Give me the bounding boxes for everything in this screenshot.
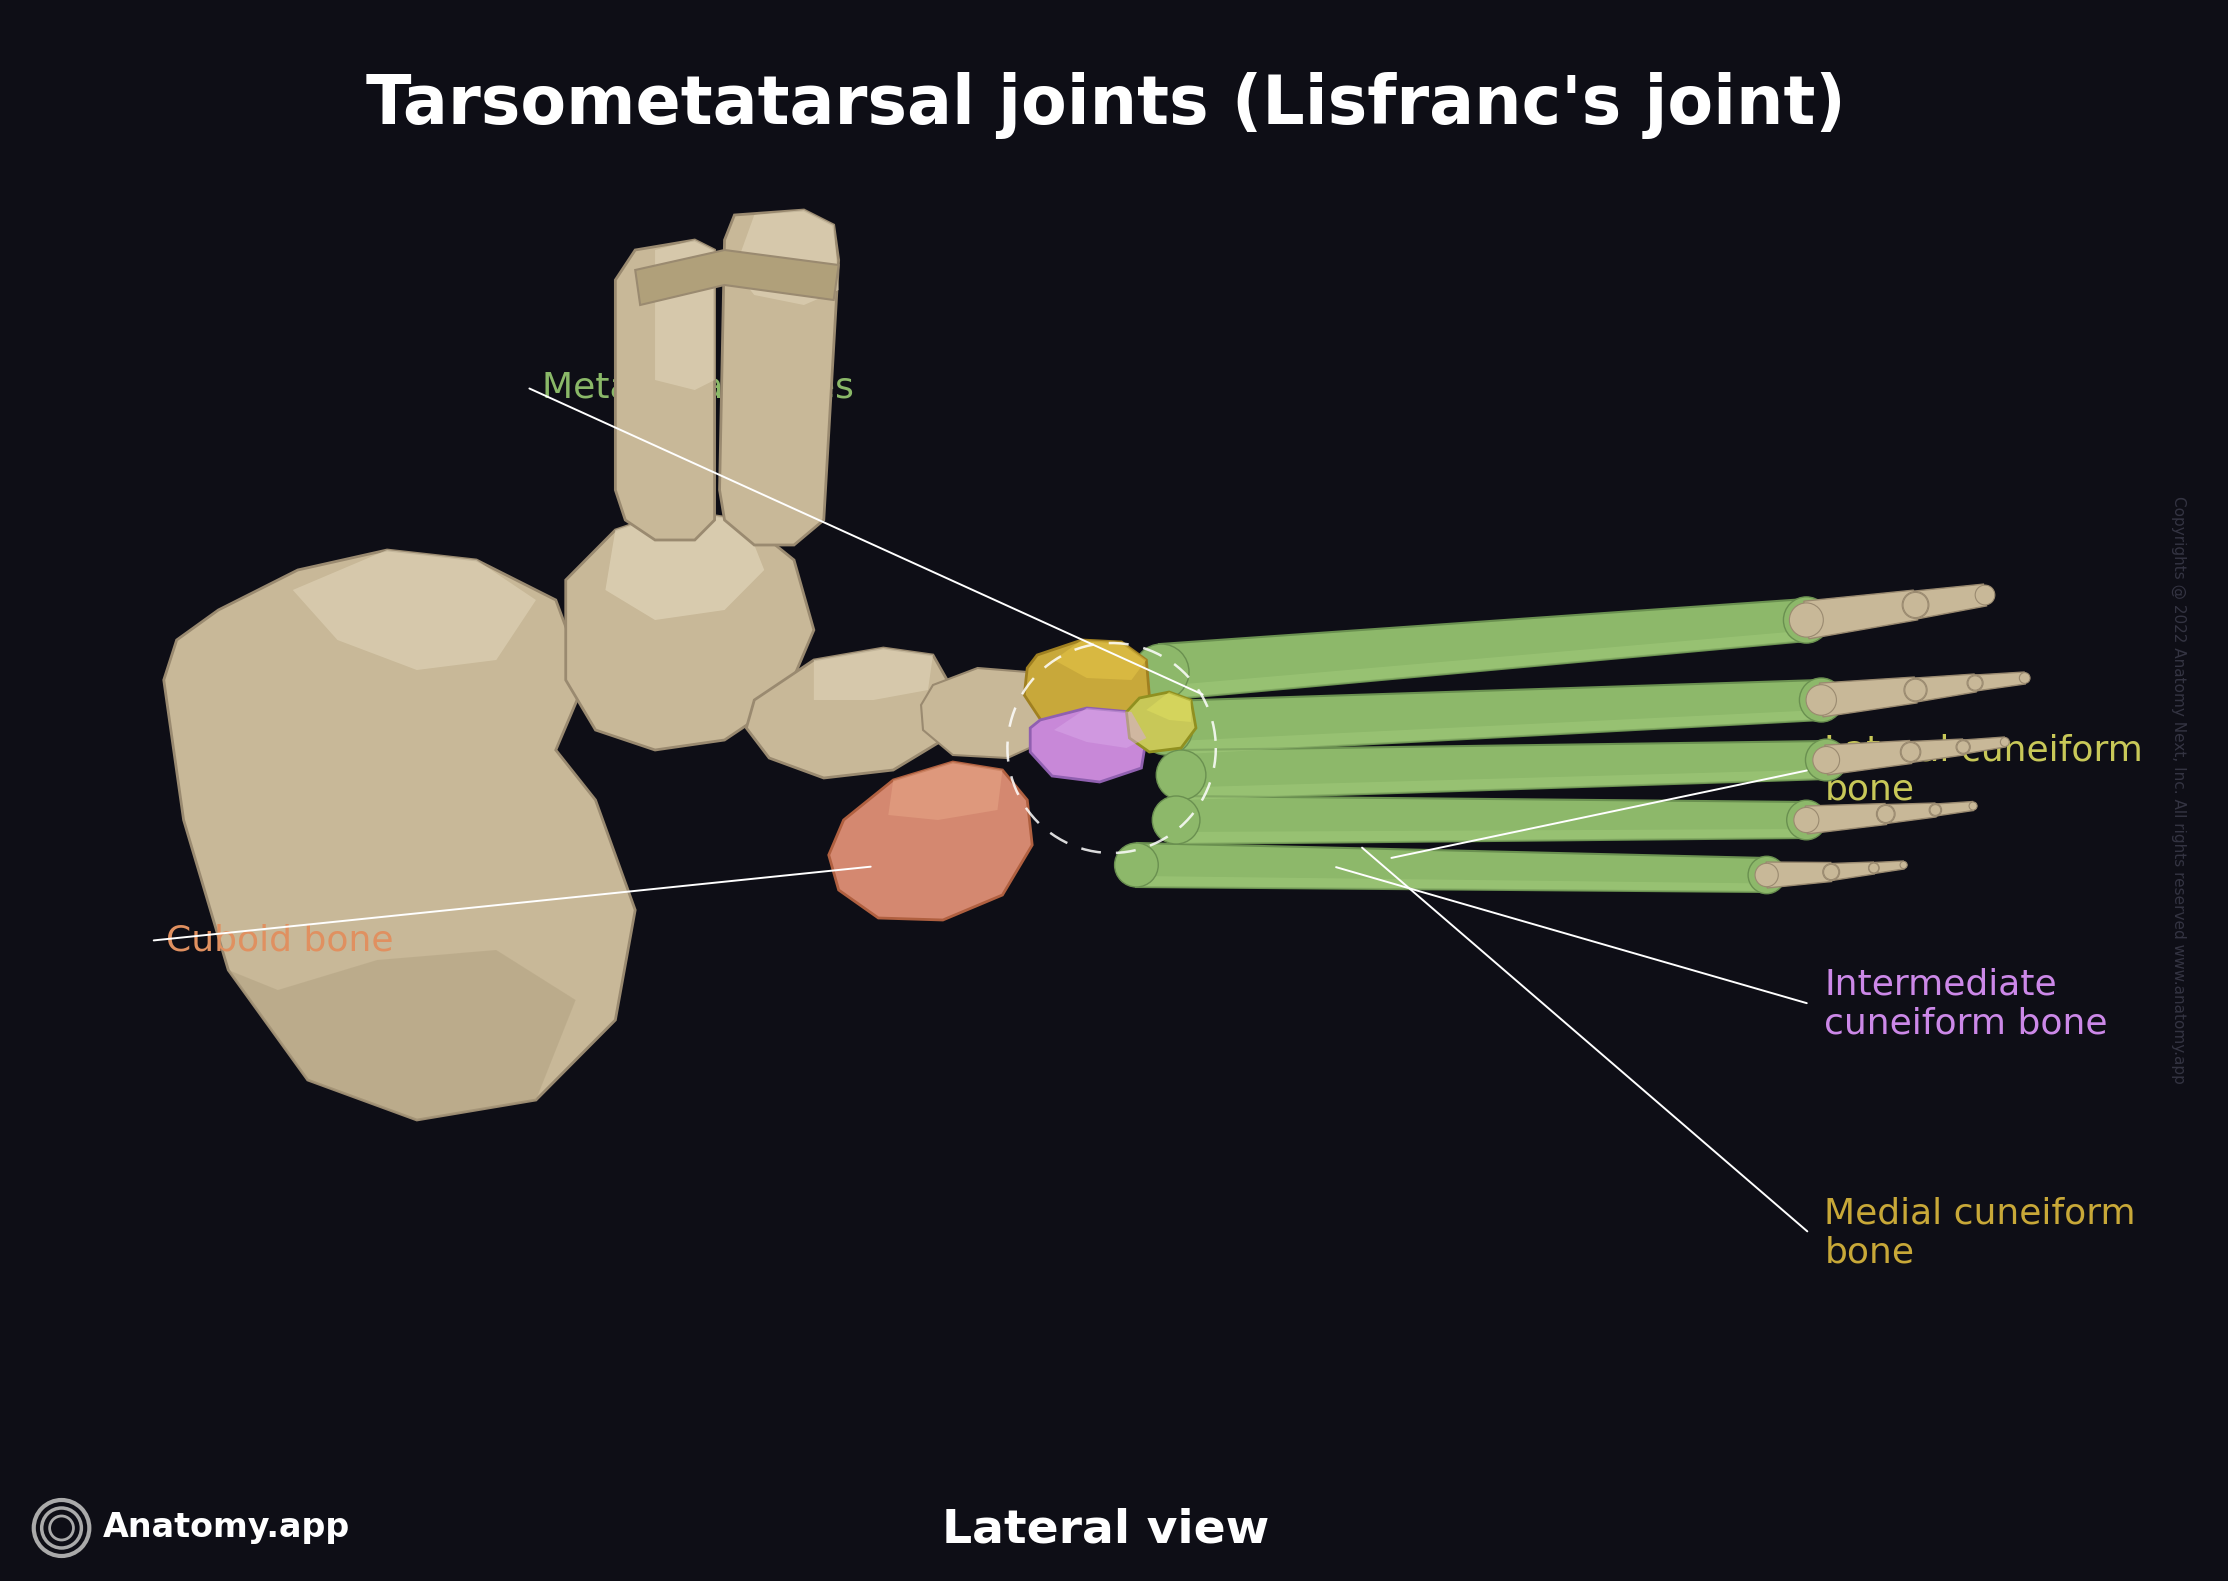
- Ellipse shape: [1805, 738, 1847, 781]
- Ellipse shape: [1956, 741, 1970, 753]
- Ellipse shape: [1903, 593, 1927, 618]
- Ellipse shape: [1814, 746, 1840, 773]
- Ellipse shape: [2019, 672, 2030, 683]
- Polygon shape: [829, 762, 1032, 920]
- Polygon shape: [1176, 795, 1807, 844]
- Polygon shape: [1136, 876, 1767, 892]
- Text: Anatomy.app: Anatomy.app: [102, 1511, 350, 1545]
- Ellipse shape: [1970, 802, 1976, 809]
- Polygon shape: [1805, 590, 1918, 639]
- Ellipse shape: [1876, 805, 1896, 824]
- Ellipse shape: [1929, 803, 1941, 816]
- Ellipse shape: [1823, 865, 1838, 879]
- Polygon shape: [1167, 710, 1823, 756]
- Polygon shape: [1136, 843, 1767, 892]
- Ellipse shape: [1976, 585, 1994, 606]
- Polygon shape: [1874, 862, 1905, 873]
- Ellipse shape: [1967, 675, 1983, 691]
- Polygon shape: [1914, 583, 1987, 618]
- Polygon shape: [1914, 674, 1976, 702]
- Ellipse shape: [1782, 598, 1829, 643]
- Ellipse shape: [1900, 743, 1921, 762]
- Text: Intermediate
cuneiform bone: Intermediate cuneiform bone: [1825, 968, 2108, 1040]
- Polygon shape: [813, 648, 934, 700]
- Polygon shape: [227, 950, 575, 1119]
- Polygon shape: [1025, 640, 1150, 730]
- Ellipse shape: [1749, 857, 1785, 893]
- Ellipse shape: [1789, 602, 1823, 637]
- Ellipse shape: [1139, 700, 1192, 756]
- Ellipse shape: [1903, 591, 1929, 618]
- Ellipse shape: [1900, 741, 1921, 762]
- Polygon shape: [292, 550, 537, 670]
- Polygon shape: [165, 550, 635, 1119]
- Polygon shape: [1029, 708, 1147, 783]
- Polygon shape: [1885, 803, 1936, 824]
- Ellipse shape: [1905, 680, 1927, 700]
- Polygon shape: [1127, 692, 1196, 753]
- Polygon shape: [1159, 599, 1807, 700]
- Polygon shape: [1820, 677, 1916, 716]
- Ellipse shape: [1152, 795, 1201, 844]
- Ellipse shape: [1794, 808, 1818, 833]
- Ellipse shape: [1156, 749, 1205, 800]
- Polygon shape: [635, 250, 838, 305]
- Polygon shape: [1181, 741, 1827, 800]
- Polygon shape: [1825, 740, 1912, 775]
- Polygon shape: [1805, 803, 1887, 833]
- Polygon shape: [1165, 680, 1823, 756]
- Ellipse shape: [1929, 805, 1941, 816]
- Ellipse shape: [1878, 805, 1894, 822]
- Ellipse shape: [1900, 862, 1907, 868]
- Ellipse shape: [1807, 685, 1836, 715]
- Ellipse shape: [1905, 678, 1927, 702]
- Polygon shape: [1934, 802, 1974, 816]
- Polygon shape: [1181, 770, 1827, 800]
- Text: Metatarsal bones: Metatarsal bones: [541, 370, 853, 405]
- Polygon shape: [1147, 692, 1192, 723]
- Ellipse shape: [1823, 863, 1840, 881]
- Ellipse shape: [1787, 800, 1827, 840]
- Polygon shape: [1767, 862, 1831, 889]
- Ellipse shape: [1134, 643, 1190, 700]
- Ellipse shape: [1756, 863, 1778, 887]
- Polygon shape: [720, 210, 838, 545]
- Polygon shape: [1909, 738, 1963, 762]
- Text: Copyrights @ 2022 Anatomy Next, Inc. All rights reserved www.anatomy.app: Copyrights @ 2022 Anatomy Next, Inc. All…: [2170, 496, 2186, 1085]
- Text: Tarsometatarsal joints (Lisfranc's joint): Tarsometatarsal joints (Lisfranc's joint…: [365, 73, 1845, 139]
- Text: Medial cuneiform
bone: Medial cuneiform bone: [1825, 1197, 2137, 1270]
- Polygon shape: [1163, 631, 1807, 700]
- Polygon shape: [735, 210, 838, 305]
- Polygon shape: [889, 762, 1003, 821]
- Text: Cuboid bone: Cuboid bone: [165, 923, 394, 958]
- Polygon shape: [1974, 672, 2025, 691]
- Polygon shape: [655, 240, 715, 391]
- Ellipse shape: [1967, 675, 1983, 691]
- Polygon shape: [615, 240, 715, 541]
- Polygon shape: [1176, 828, 1807, 844]
- Ellipse shape: [1114, 843, 1159, 887]
- Polygon shape: [566, 511, 813, 749]
- Ellipse shape: [1800, 678, 1843, 723]
- Text: Lateral cuneiform
bone: Lateral cuneiform bone: [1825, 734, 2143, 806]
- Polygon shape: [1054, 708, 1147, 748]
- Polygon shape: [1831, 862, 1874, 881]
- Polygon shape: [920, 669, 1052, 757]
- Ellipse shape: [1956, 740, 1970, 754]
- Polygon shape: [606, 511, 764, 620]
- Ellipse shape: [1869, 863, 1878, 873]
- Ellipse shape: [2001, 737, 2010, 746]
- Polygon shape: [746, 648, 954, 778]
- Text: Lateral view: Lateral view: [942, 1508, 1270, 1553]
- Ellipse shape: [1869, 863, 1878, 873]
- Polygon shape: [1963, 737, 2005, 754]
- Polygon shape: [1054, 640, 1147, 680]
